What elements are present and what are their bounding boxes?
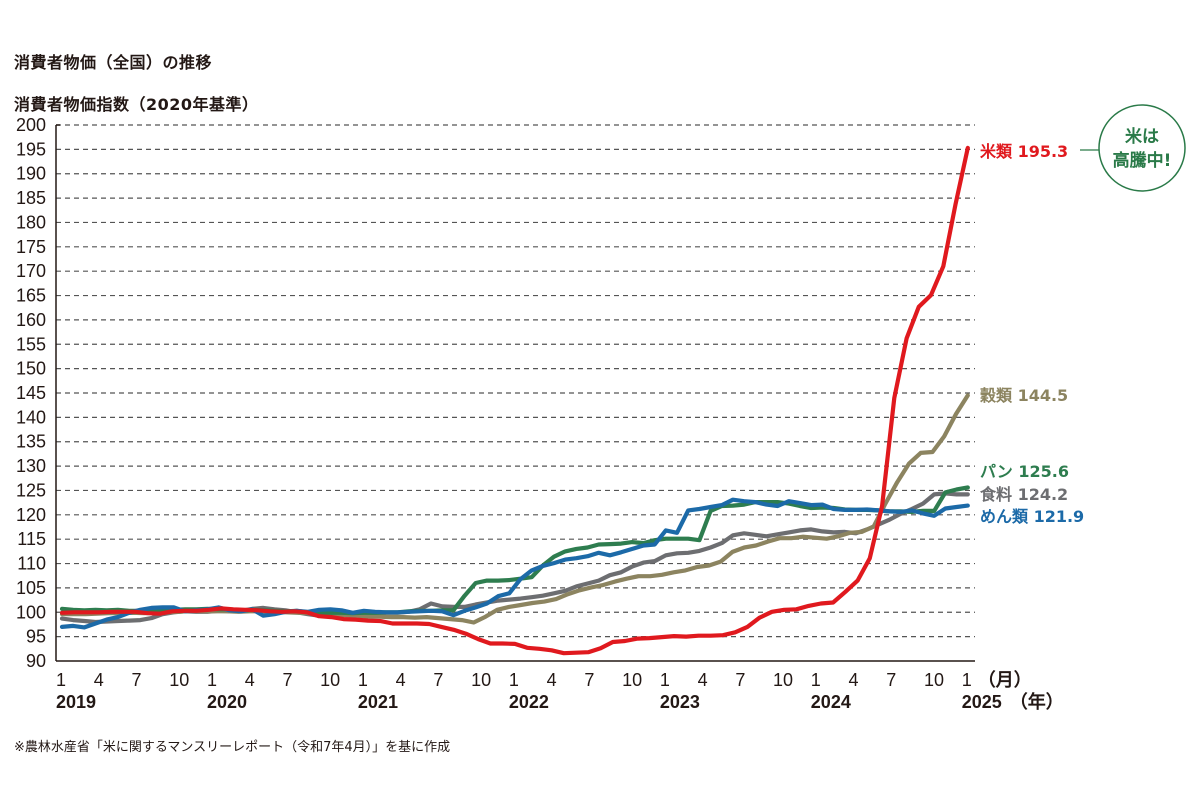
x-tick-label: 10 (924, 670, 944, 690)
x-unit-label: （月） (978, 670, 1032, 691)
x-tick-label: 4 (698, 670, 708, 690)
y-tick-labels: 90 95 100 105 110 115 120 125 130 135 140 145 150 155… (16, 115, 46, 671)
chart-title: 消費者物価（全国）の推移 (14, 53, 213, 72)
x-tick-label: 7 (886, 670, 896, 690)
y-tick-label: 200 (16, 115, 46, 135)
year-label: 2021 (358, 692, 398, 712)
callout-line1: 米は (1125, 126, 1159, 147)
x-tick-label: 10 (471, 670, 491, 690)
x-tick-label: 10 (169, 670, 189, 690)
x-tick-label: 7 (282, 670, 292, 690)
y-tick-label: 160 (16, 310, 46, 330)
y-tick-label: 175 (16, 237, 46, 257)
y-tick-label: 115 (17, 529, 46, 549)
series-lines (59, 145, 970, 656)
y-tick-label: 150 (16, 359, 46, 379)
source-note: ※農林水産省「米に関するマンスリーレポート（令和7年4月）」を基に作成 (14, 740, 451, 755)
y-tick-label: 105 (16, 578, 46, 598)
y-tick-label: 90 (26, 651, 46, 671)
y-tick-label: 180 (16, 212, 46, 232)
x-tick-label: 1 (56, 670, 66, 690)
x-tick-labels: 1 4 7 10 1 4 7 10 1 4 7 10 1 4 7 10 1 4 7 10 1 4 7 10 1 （月） 2019 20… (56, 670, 1064, 713)
series-end-label: めん類 121.9 (980, 507, 1084, 526)
series-end-label: 米類 195.3 (980, 142, 1068, 161)
series-end-label: 穀類 144.5 (979, 386, 1068, 405)
x-tick-label: 1 (660, 670, 670, 690)
axes (55, 124, 975, 662)
x-tick-label: 7 (433, 670, 443, 690)
y-tick-label: 100 (16, 602, 46, 622)
y-tick-label: 120 (16, 505, 46, 525)
y-tick-label: 165 (16, 286, 46, 306)
x-tick-label: 4 (547, 670, 557, 690)
y-axis-label: 消費者物価指数（2020年基準） (14, 95, 259, 114)
y-tick-label: 145 (16, 383, 46, 403)
y-tick-label: 135 (16, 432, 46, 452)
y-tick-label: 170 (16, 261, 46, 281)
year-label: 2019 (56, 692, 96, 712)
year-label: 2020 (207, 692, 247, 712)
x-tick-label: 1 (509, 670, 519, 690)
year-label: 2022 (509, 692, 549, 712)
y-tick-label: 140 (16, 407, 46, 427)
x-tick-label: 4 (245, 670, 255, 690)
y-tick-label: 185 (16, 188, 46, 208)
y-tick-label: 125 (16, 480, 46, 500)
x-tick-label: 4 (849, 670, 859, 690)
x-tick-label: 1 (962, 670, 972, 690)
series-line-4 (59, 145, 970, 656)
year-label: 2024 (811, 692, 851, 712)
x-tick-label: 4 (396, 670, 406, 690)
year-label: 2025 (962, 692, 1002, 712)
y-tick-label: 190 (16, 164, 46, 184)
callout-line2: 高騰中! (1113, 150, 1172, 171)
gridlines (56, 124, 975, 638)
x-tick-label: 10 (320, 670, 340, 690)
year-label: 2023 (660, 692, 700, 712)
x-tick-label: 10 (622, 670, 642, 690)
x-tick-label: 7 (131, 670, 141, 690)
y-tick-label: 95 (26, 627, 46, 647)
end-labels: 食料 124.2 穀類 144.5 パン 125.6 めん類 121.9 米類 195.… (979, 142, 1084, 526)
x-tick-label: 1 (358, 670, 368, 690)
series-end-label: パン 125.6 (980, 462, 1069, 481)
series-end-label: 食料 124.2 (979, 485, 1068, 504)
callout: 米は 高騰中! (1080, 104, 1186, 192)
x-tick-label: 7 (584, 670, 594, 690)
y-tick-label: 110 (17, 554, 46, 574)
year-unit-label: （年） (1010, 691, 1064, 713)
x-tick-label: 1 (811, 670, 821, 690)
x-tick-label: 10 (773, 670, 793, 690)
x-tick-label: 7 (735, 670, 745, 690)
y-tick-label: 195 (16, 139, 46, 159)
x-tick-label: 4 (94, 670, 104, 690)
x-tick-label: 1 (207, 670, 217, 690)
y-tick-label: 155 (16, 334, 46, 354)
y-tick-label: 130 (16, 456, 46, 476)
callout-circle (1098, 104, 1186, 192)
